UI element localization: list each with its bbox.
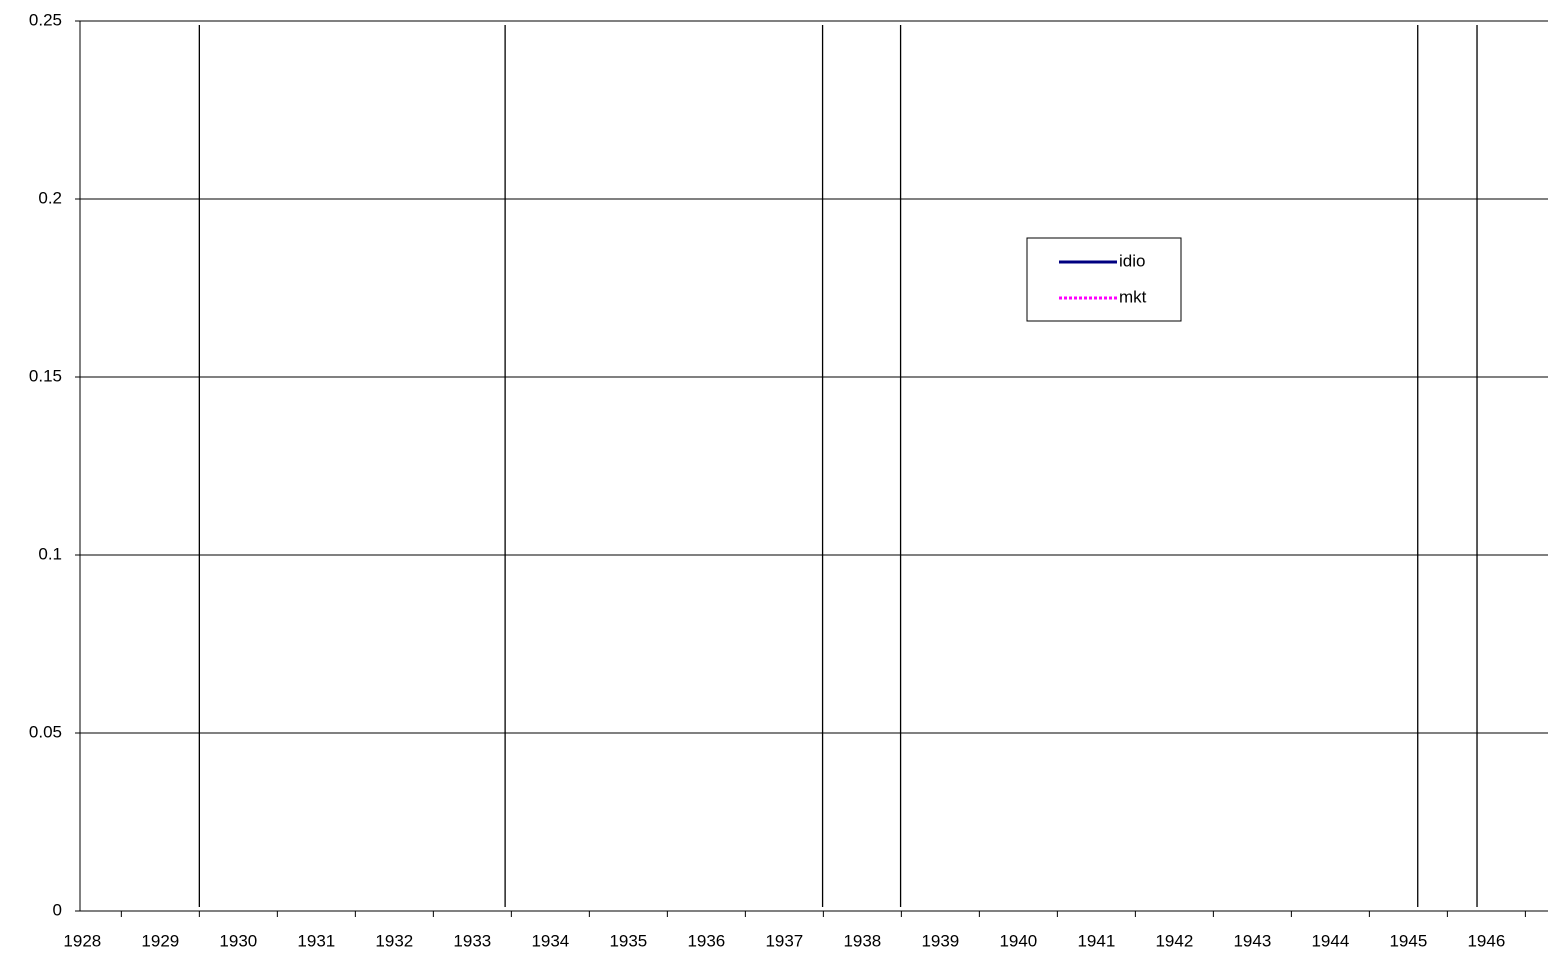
y-tick-label: 0.05 [29, 722, 62, 741]
x-tick-label: 1941 [1077, 931, 1115, 950]
y-tick-label: 0.25 [29, 10, 62, 29]
y-tick-label: 0 [53, 900, 62, 919]
x-tick-label: 1943 [1233, 931, 1271, 950]
x-tick-label: 1945 [1389, 931, 1427, 950]
x-tick-label: 1935 [609, 931, 647, 950]
x-tick-label: 1929 [141, 931, 179, 950]
x-tick-label: 1939 [921, 931, 959, 950]
x-tick-label: 1946 [1467, 931, 1505, 950]
x-tick-label: 1932 [375, 931, 413, 950]
x-tick-label: 1942 [1155, 931, 1193, 950]
legend-label: mkt [1119, 287, 1147, 306]
legend-label: idio [1119, 251, 1145, 270]
legend-box [1026, 237, 1182, 322]
x-tick-label: 1944 [1311, 931, 1349, 950]
x-tick-label: 1937 [765, 931, 803, 950]
y-tick-label: 0.15 [29, 366, 62, 385]
x-tick-label: 1940 [999, 931, 1037, 950]
x-tick-label: 1934 [531, 931, 569, 950]
x-tick-label: 1938 [843, 931, 881, 950]
x-tick-label: 1930 [219, 931, 257, 950]
x-tick-label: 1931 [297, 931, 335, 950]
x-tick-label: 1928 [63, 931, 101, 950]
x-tick-label: 1936 [687, 931, 725, 950]
y-tick-label: 0.1 [38, 544, 62, 563]
y-tick-label: 0.2 [38, 188, 62, 207]
x-tick-label: 1933 [453, 931, 491, 950]
